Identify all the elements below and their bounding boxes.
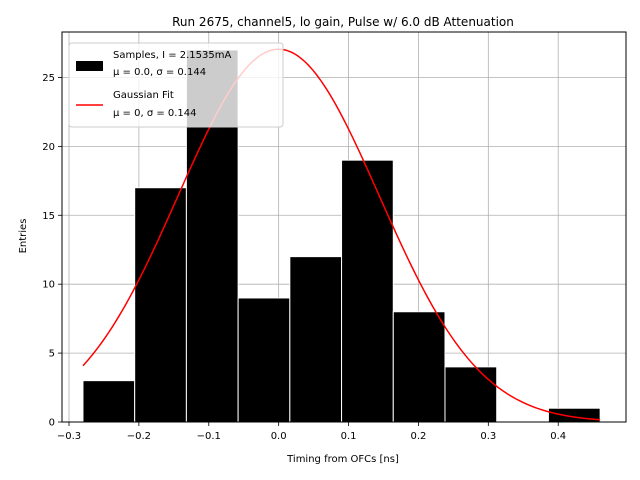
y-axis-label: Entries [18, 219, 29, 254]
histogram-bar [341, 159, 394, 423]
x-axis: −0.3 −0.2 −0.1 0.0 0.1 0.2 0.3 0.4 [57, 422, 566, 442]
histogram-bar [289, 256, 343, 423]
chart-title: Run 2675, channel5, lo gain, Pulse w/ 6.… [172, 15, 514, 29]
x-tick-label: −0.3 [57, 431, 81, 442]
histogram-bar [82, 380, 136, 423]
gaussian-fit-curve [82, 48, 601, 421]
y-tick-label: 0 [49, 418, 55, 429]
legend: Samples, I = 2.1535mA μ = 0.0, σ = 0.144… [68, 42, 284, 128]
x-tick-label: −0.1 [197, 431, 221, 442]
legend-samples-swatch [76, 61, 103, 71]
histogram-bar [237, 297, 291, 423]
x-tick-label: −0.2 [127, 431, 151, 442]
y-axis: 0 5 10 15 20 25 [42, 73, 62, 429]
y-tick-label: 25 [42, 73, 55, 84]
y-tick-label: 20 [42, 142, 55, 153]
plot-frame [61, 31, 627, 423]
x-tick-label: 0.0 [271, 431, 287, 442]
y-tick-label: 5 [49, 349, 55, 360]
x-tick-label: 0.4 [550, 431, 566, 442]
legend-fit-stats: μ = 0, σ = 0.144 [113, 108, 197, 119]
legend-fit-label: Gaussian Fit [113, 90, 174, 101]
histogram-bar [134, 187, 187, 423]
x-tick-label: 0.3 [480, 431, 496, 442]
histogram-bar [392, 311, 446, 423]
histogram-bar [547, 407, 601, 423]
gaussian-fit [82, 48, 601, 421]
legend-samples-stats: μ = 0.0, σ = 0.144 [113, 67, 206, 78]
x-tick-label: 0.1 [341, 431, 357, 442]
y-tick-label: 10 [42, 280, 55, 291]
y-tick-label: 15 [42, 211, 55, 222]
legend-box [68, 42, 284, 128]
legend-samples-label: Samples, I = 2.1535mA [113, 50, 231, 61]
x-axis-label: Timing from OFCs [ns] [286, 454, 399, 465]
histogram-bar [444, 366, 498, 423]
x-tick-label: 0.2 [410, 431, 426, 442]
